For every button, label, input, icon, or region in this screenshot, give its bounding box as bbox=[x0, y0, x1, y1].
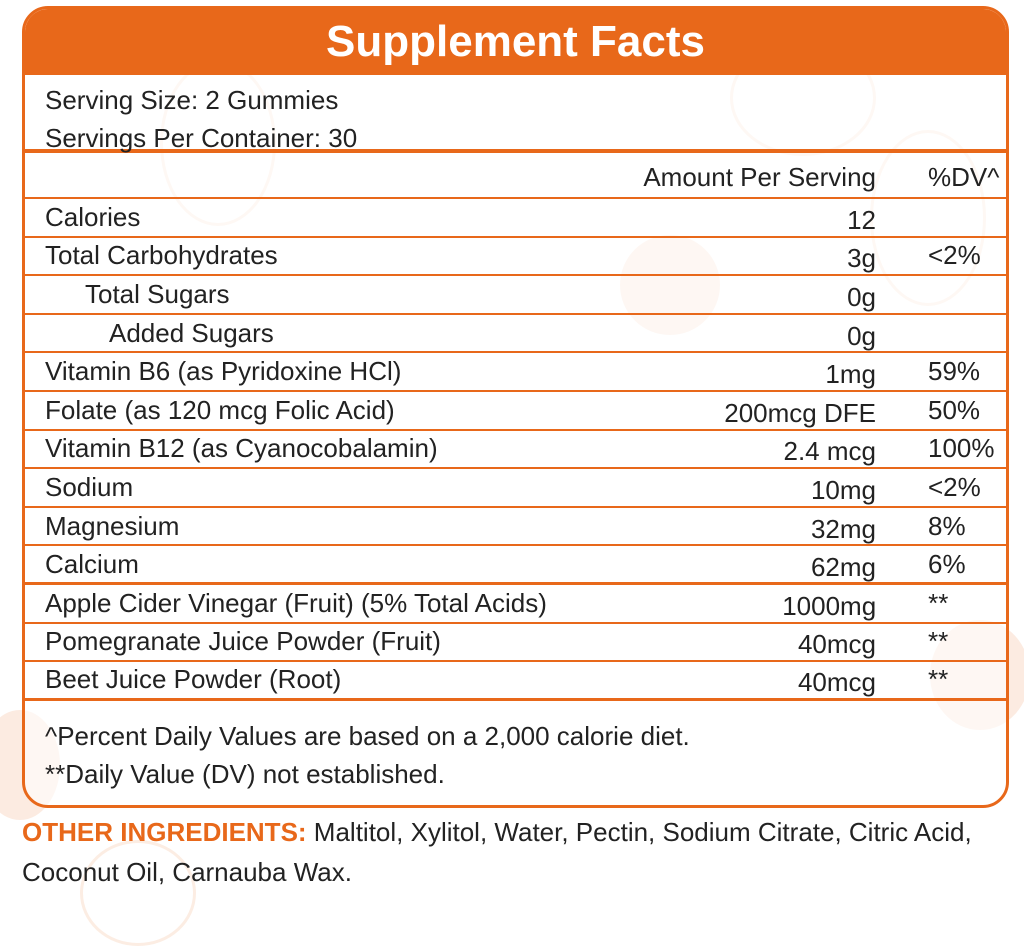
nutrient-dv: 50% bbox=[928, 394, 981, 425]
nutrient-name: Sodium bbox=[45, 471, 134, 502]
serving-size: Serving Size: 2 Gummies bbox=[45, 85, 339, 115]
nutrient-amount: 32mg bbox=[810, 513, 876, 544]
nutrient-amount: 0g bbox=[847, 281, 876, 312]
other-ingredients-text: Maltitol, Xylitol, Water, Pectin, Sodium… bbox=[22, 817, 972, 887]
nutrient-name: Calories bbox=[45, 201, 141, 232]
other-ingredients-label: OTHER INGREDIENTS: bbox=[22, 817, 307, 847]
nutrient-dv: 6% bbox=[928, 548, 966, 579]
table-row: Apple Cider Vinegar (Fruit) (5% Total Ac… bbox=[25, 585, 1006, 624]
panel-title: Supplement Facts bbox=[25, 9, 1006, 75]
nutrient-dv: ** bbox=[928, 664, 949, 695]
nutrient-dv: 8% bbox=[928, 510, 966, 541]
nutrient-dv: 100% bbox=[928, 433, 995, 464]
nutrient-name: Folate (as 120 mcg Folic Acid) bbox=[45, 394, 395, 425]
nutrient-dv: <2% bbox=[928, 240, 981, 271]
nutrient-amount: 62mg bbox=[810, 551, 876, 582]
other-ingredients: OTHER INGREDIENTS: Maltitol, Xylitol, Wa… bbox=[22, 812, 1002, 892]
footnote: **Daily Value (DV) not established. bbox=[45, 758, 445, 789]
nutrient-name: Added Sugars bbox=[109, 317, 274, 348]
table-header: Amount Per Serving %DV^ bbox=[25, 153, 1006, 199]
nutrient-amount: 40mcg bbox=[797, 667, 876, 698]
nutrient-amount: 3g bbox=[847, 243, 876, 274]
nutrient-amount: 12 bbox=[847, 204, 876, 235]
supplement-facts-panel: Supplement Facts Serving Size: 2 Gummies… bbox=[22, 6, 1009, 808]
servings-per-container: Servings Per Container: 30 bbox=[45, 123, 358, 153]
nutrient-name: Apple Cider Vinegar (Fruit) (5% Total Ac… bbox=[45, 587, 547, 618]
serving-info: Serving Size: 2 Gummies Servings Per Con… bbox=[25, 75, 1006, 153]
table-row: Vitamin B12 (as Cyanocobalamin) 2.4 mcg 10… bbox=[25, 431, 1006, 470]
nutrient-name: Calcium bbox=[45, 548, 139, 579]
table-row: Pomegranate Juice Powder (Fruit) 40mcg ** bbox=[25, 624, 1006, 663]
nutrient-amount: 0g bbox=[847, 320, 876, 351]
nutrient-amount: 200mcg DFE bbox=[724, 397, 876, 428]
table-row: Total Carbohydrates 3g <2% bbox=[25, 238, 1006, 277]
nutrient-dv: ** bbox=[928, 587, 949, 618]
table-row: Sodium 10mg <2% bbox=[25, 469, 1006, 508]
footnote: ^Percent Daily Values are based on a 2,0… bbox=[45, 720, 690, 751]
nutrient-table: Calories 12 Total Carbohydrates 3g <2% Total … bbox=[25, 199, 1006, 701]
table-row: Vitamin B6 (as Pyridoxine HCl) 1mg 59% bbox=[25, 353, 1006, 392]
table-row: Folate (as 120 mcg Folic Acid) 200mcg DFE… bbox=[25, 392, 1006, 431]
nutrient-dv: 59% bbox=[928, 356, 981, 387]
nutrient-name: Magnesium bbox=[45, 510, 180, 541]
table-row: Added Sugars 0g bbox=[25, 315, 1006, 354]
nutrient-name: Beet Juice Powder (Root) bbox=[45, 664, 342, 695]
nutrient-amount: 1mg bbox=[825, 359, 876, 390]
nutrient-dv: ** bbox=[928, 626, 949, 657]
table-row: Magnesium 32mg 8% bbox=[25, 508, 1006, 547]
nutrient-amount: 1000mg bbox=[782, 590, 877, 621]
nutrient-dv: <2% bbox=[928, 471, 981, 502]
nutrient-name: Pomegranate Juice Powder (Fruit) bbox=[45, 626, 441, 657]
nutrient-amount: 10mg bbox=[810, 474, 876, 505]
nutrient-name: Vitamin B12 (as Cyanocobalamin) bbox=[45, 433, 438, 464]
nutrient-name: Vitamin B6 (as Pyridoxine HCl) bbox=[45, 356, 402, 387]
dv-header: %DV^ bbox=[928, 162, 1000, 192]
amount-header: Amount Per Serving bbox=[643, 162, 876, 192]
table-row: Total Sugars 0g bbox=[25, 276, 1006, 315]
nutrient-name: Total Sugars bbox=[85, 278, 230, 309]
nutrient-name: Total Carbohydrates bbox=[45, 240, 278, 271]
nutrient-amount: 40mcg bbox=[797, 629, 876, 660]
table-row: Calories 12 bbox=[25, 199, 1006, 238]
table-row: Beet Juice Powder (Root) 40mcg ** bbox=[25, 662, 1006, 701]
table-row: Calcium 62mg 6% bbox=[25, 546, 1006, 585]
nutrient-amount: 2.4 mcg bbox=[783, 436, 877, 467]
footnotes: ^Percent Daily Values are based on a 2,0… bbox=[25, 701, 1006, 793]
